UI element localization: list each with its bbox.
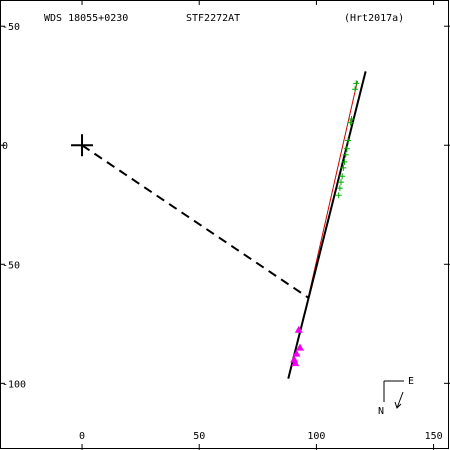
plus-data-point bbox=[348, 116, 355, 123]
header-left: WDS 18055+0230 bbox=[44, 13, 128, 24]
triangle-data-point bbox=[292, 349, 301, 357]
motion-arrow-head bbox=[394, 401, 402, 409]
compass: N E bbox=[378, 376, 414, 417]
triangle-data-point bbox=[294, 325, 303, 333]
plus-data-point bbox=[353, 80, 360, 87]
triangle-data-point bbox=[291, 359, 300, 367]
y-tick-label: -50 bbox=[2, 22, 20, 33]
plus-data-point bbox=[347, 119, 354, 126]
x-tick-label: 100 bbox=[307, 431, 325, 442]
plus-data-point bbox=[335, 192, 342, 199]
compass-north-label: N bbox=[378, 406, 384, 417]
header-center: STF2272AT bbox=[186, 13, 240, 24]
header-right: (Hrt2017a) bbox=[344, 13, 404, 24]
plus-data-point bbox=[343, 145, 350, 152]
x-tick-label: 150 bbox=[425, 431, 443, 442]
plus-data-point bbox=[341, 158, 348, 165]
orbit-fit-line-red bbox=[307, 80, 358, 298]
plus-data-point bbox=[345, 137, 352, 144]
plus-data-point bbox=[352, 86, 359, 93]
y-tick-label: 0 bbox=[2, 141, 8, 152]
motion-arrow bbox=[396, 391, 404, 409]
plus-data-point bbox=[339, 173, 346, 180]
compass-east-label: E bbox=[408, 376, 414, 387]
y-tick-label: -100 bbox=[2, 379, 26, 390]
plus-data-point bbox=[336, 185, 343, 192]
triangle-data-point bbox=[296, 343, 304, 351]
y-tick-label: -50 bbox=[2, 260, 20, 271]
x-tick-label: 50 bbox=[193, 431, 205, 442]
data-points bbox=[290, 80, 360, 367]
plus-data-point bbox=[338, 179, 345, 186]
plus-data-point bbox=[340, 164, 347, 171]
x-tick-label: 0 bbox=[79, 431, 85, 442]
plus-data-point bbox=[342, 151, 349, 158]
periastron-dashed-line bbox=[81, 144, 309, 299]
